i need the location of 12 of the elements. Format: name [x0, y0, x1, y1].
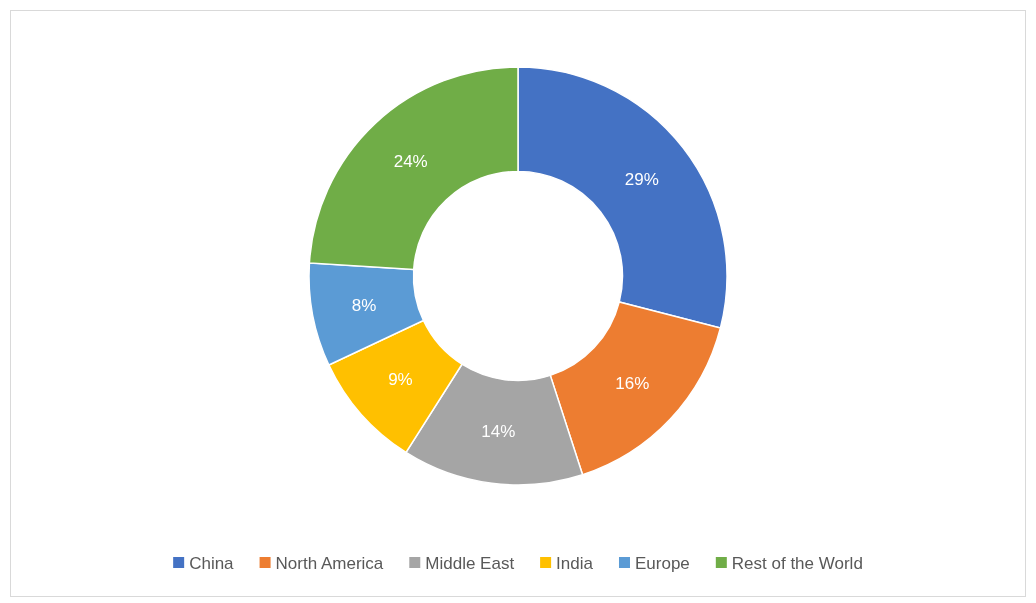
- data-label: 14%: [481, 422, 516, 442]
- legend-label: Europe: [634, 553, 690, 573]
- data-label: 24%: [393, 152, 428, 172]
- legend-label: North America: [275, 553, 384, 573]
- data-label: 16%: [615, 373, 650, 393]
- legend-label: China: [189, 553, 235, 573]
- data-label: 29%: [624, 170, 659, 190]
- legend-label: Rest of the World: [731, 553, 863, 573]
- legend-label: India: [556, 553, 594, 573]
- data-label: 9%: [388, 370, 413, 390]
- data-label: 8%: [351, 295, 377, 315]
- legend-label: Middle East: [425, 553, 515, 573]
